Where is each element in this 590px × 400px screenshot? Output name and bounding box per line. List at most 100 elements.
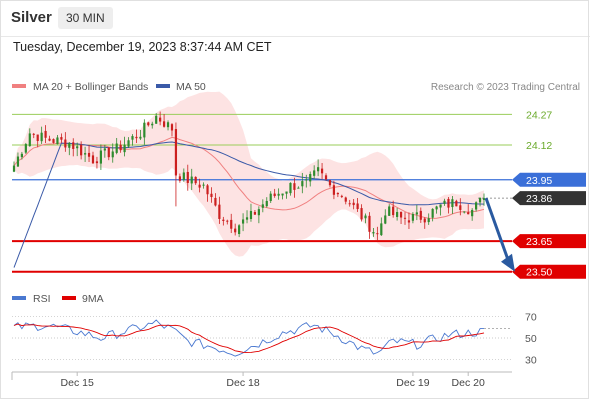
candle [202,182,205,189]
ma20-line [13,136,485,219]
candle-body [392,206,395,216]
candle [320,163,324,180]
candle-body [455,200,458,207]
candle-body [135,136,138,139]
candle [293,177,296,198]
candle-body [419,210,422,220]
candle-body [218,204,221,219]
candle [399,211,403,224]
candle [305,174,308,188]
ma50-legend-swatch [156,84,170,88]
ma50-line [13,141,485,268]
candle-body [174,129,178,176]
candle [198,178,201,193]
candle-body [332,185,336,195]
candle [60,133,63,143]
candle-body [32,133,35,135]
candle [147,121,150,127]
candle-body [451,199,454,208]
candle [439,204,442,216]
level-23-86-label: 23.86 [526,193,552,205]
candle-body [403,217,407,219]
candle [159,111,162,126]
candle [364,213,367,224]
candle [238,224,241,238]
candle-body [443,200,446,204]
candle-body [48,138,51,141]
level-24-27-label: 24.27 [526,109,552,121]
candle [317,159,320,177]
level-23-86-tag [512,191,586,206]
candle [245,210,249,224]
candle-body [384,215,387,224]
candle-body [222,219,225,221]
candle [44,125,47,144]
candle [261,199,264,213]
candle-body [190,176,193,184]
candle-body [471,209,474,217]
candle [348,199,351,207]
candle [210,187,213,203]
candle [186,164,189,191]
rsi-tick-50: 50 [525,333,537,345]
candle-body [80,144,83,156]
candle [328,179,332,188]
candle [182,168,185,182]
candle [478,197,482,207]
chart-header: Silver 30 MIN [0,0,590,37]
candle-body [155,115,158,124]
candle [396,207,399,221]
forecast-arrow-head [501,253,515,272]
x-tick-label: Dec 19 [396,377,429,389]
candle-body [234,228,237,233]
candle [257,206,260,224]
candle [206,184,209,202]
candle [32,132,35,139]
candle-body [269,193,272,202]
candle [99,144,102,170]
candle-body [87,152,91,157]
candle-body [95,161,99,164]
rsi-ma-line [13,323,485,354]
candle [95,156,99,169]
candle-body [324,175,328,180]
candle-body [91,155,95,164]
candle [352,199,355,210]
candle-body [482,198,486,200]
candle [273,188,276,198]
level-23-50-label: 23.50 [526,267,552,279]
ma20-legend-label: MA 20 + Bollinger Bands [33,81,148,93]
candle-body [297,187,300,189]
candle [467,204,470,215]
candle [48,135,51,142]
x-tick-label: Dec 20 [452,377,485,389]
candle-body [131,136,134,140]
bollinger-band [14,91,484,257]
candle [289,182,292,196]
candle-body [24,144,27,153]
candle [166,120,170,131]
candle-body [407,220,411,223]
candle [190,168,193,191]
candle-body [467,212,470,215]
interval-button[interactable]: 30 MIN [58,7,113,29]
candle [123,136,126,157]
candle [332,180,336,200]
candle [234,223,237,236]
candle-body [147,122,150,126]
candle [265,197,268,208]
candle [415,204,418,221]
candle [40,126,43,144]
candle-body [289,182,292,194]
candle [16,152,20,167]
candle [435,205,438,214]
candle [83,146,87,162]
rsi-line [13,319,484,357]
candle [111,143,114,163]
level-24-12-label: 24.12 [526,140,552,152]
level-23-65-tag [512,234,586,249]
candle [301,172,304,194]
candle-body [423,218,426,223]
candle [241,213,245,232]
